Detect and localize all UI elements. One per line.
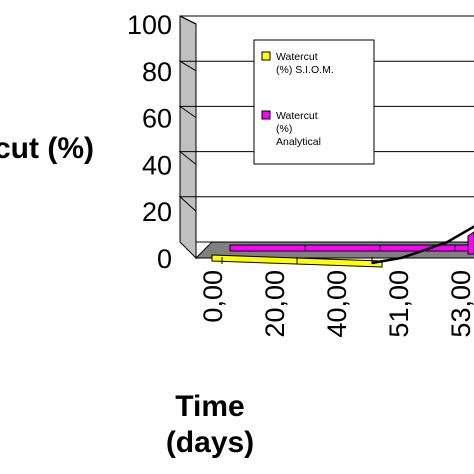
y-tick-label-2: 40 xyxy=(142,150,172,180)
legend-label-siom-line-1: Watercut xyxy=(276,51,318,63)
series-group xyxy=(211,225,474,268)
x-axis-title-line-2: (days) xyxy=(166,426,254,459)
gridline-2 xyxy=(178,151,474,165)
legend-box xyxy=(253,39,375,165)
legend-label-siom-line-2: (%) S.I.O.M. xyxy=(276,64,334,76)
gridline-4 xyxy=(178,60,474,72)
y-axis-title: cut (%) xyxy=(0,132,94,165)
gridline-5 xyxy=(179,15,474,25)
side-wall xyxy=(179,15,197,260)
y-tick-label-1: 20 xyxy=(142,197,172,227)
x-axis-title-line-1: Time xyxy=(175,390,244,423)
legend-label-analytical-line-2: (%) xyxy=(276,123,292,135)
y-tick-label-3: 60 xyxy=(142,104,172,134)
gridline-1 xyxy=(178,196,474,212)
x-tick-label-2: 40,00 xyxy=(322,270,352,338)
x-tick-labels: 0,00 20,00 40,00 51,00 53,00 xyxy=(198,270,474,338)
legend: Watercut (%) S.I.O.M. Watercut (%) Analy… xyxy=(253,39,375,165)
legend-swatch-analytical xyxy=(261,110,271,120)
y-tick-label-0: 0 xyxy=(157,244,172,274)
x-tick-label-4: 53,00 xyxy=(446,270,474,338)
y-tick-label-4: 80 xyxy=(142,57,172,87)
x-tick-label-1: 20,00 xyxy=(260,270,290,338)
y-tick-labels: 0 20 40 60 80 100 xyxy=(127,10,172,274)
legend-swatch-siom xyxy=(261,51,271,61)
legend-label-analytical-line-1: Watercut xyxy=(276,110,318,122)
x-tick-label-3: 51,00 xyxy=(384,270,414,338)
series-analytical-rise xyxy=(467,231,474,255)
legend-label-analytical-line-3: Analytical xyxy=(276,136,321,148)
y-tick-label-5: 100 xyxy=(127,10,172,40)
gridline-3 xyxy=(178,105,474,119)
gridlines xyxy=(178,15,474,212)
series-siom-line xyxy=(371,225,474,265)
x-tick-label-0: 0,00 xyxy=(198,270,228,323)
